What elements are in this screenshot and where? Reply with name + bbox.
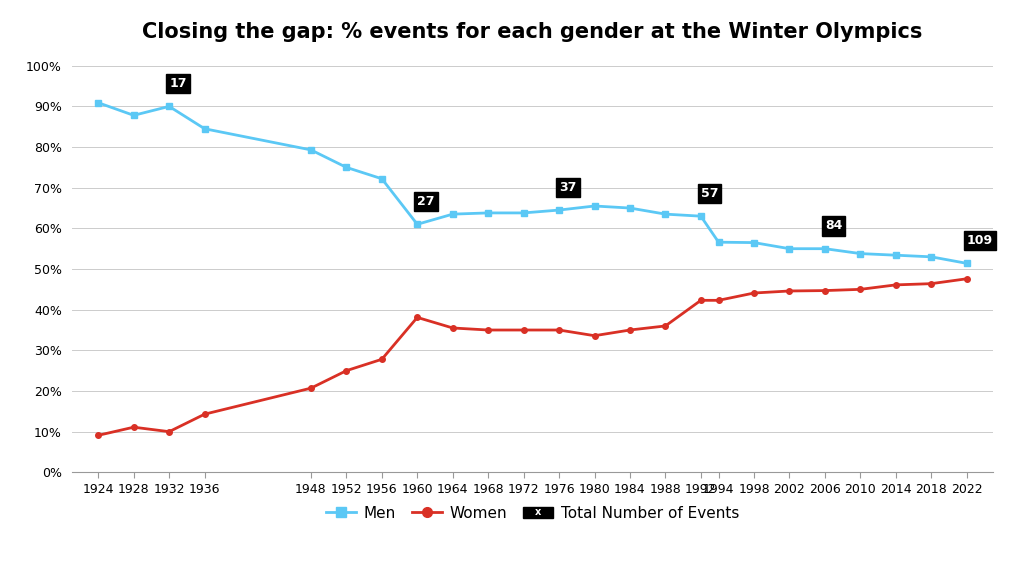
Text: 84: 84 [825,219,843,233]
Legend: Men, Women, Total Number of Events: Men, Women, Total Number of Events [319,499,745,527]
Text: 57: 57 [700,187,719,200]
Text: 37: 37 [559,181,577,194]
Text: 109: 109 [967,234,993,247]
Text: 17: 17 [169,77,186,90]
Text: 27: 27 [418,195,435,208]
Title: Closing the gap: % events for each gender at the Winter Olympics: Closing the gap: % events for each gende… [142,22,923,42]
